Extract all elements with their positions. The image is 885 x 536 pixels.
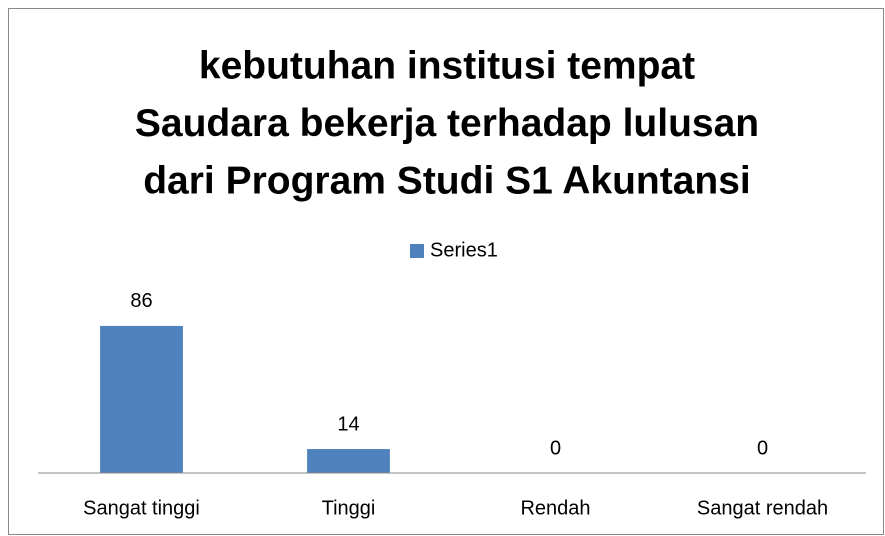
data-label: 86 — [130, 290, 152, 312]
x-tick-label: Rendah — [520, 497, 590, 519]
bar — [307, 449, 390, 473]
chart-title: Saudara bekerja terhadap lulusan — [135, 102, 759, 145]
x-tick-label: Tinggi — [322, 497, 376, 519]
x-tick-label: Sangat tinggi — [83, 497, 200, 519]
bar — [100, 325, 183, 473]
x-tick-label: Sangat rendah — [697, 497, 828, 519]
data-label: 14 — [337, 413, 359, 435]
legend-label: Series1 — [430, 239, 498, 261]
data-label: 0 — [550, 437, 561, 459]
chart-title: kebutuhan institusi tempat — [199, 44, 695, 87]
chart-title: dari Program Studi S1 Akuntansi — [143, 159, 751, 202]
legend-swatch — [410, 244, 424, 258]
data-label: 0 — [757, 437, 768, 459]
